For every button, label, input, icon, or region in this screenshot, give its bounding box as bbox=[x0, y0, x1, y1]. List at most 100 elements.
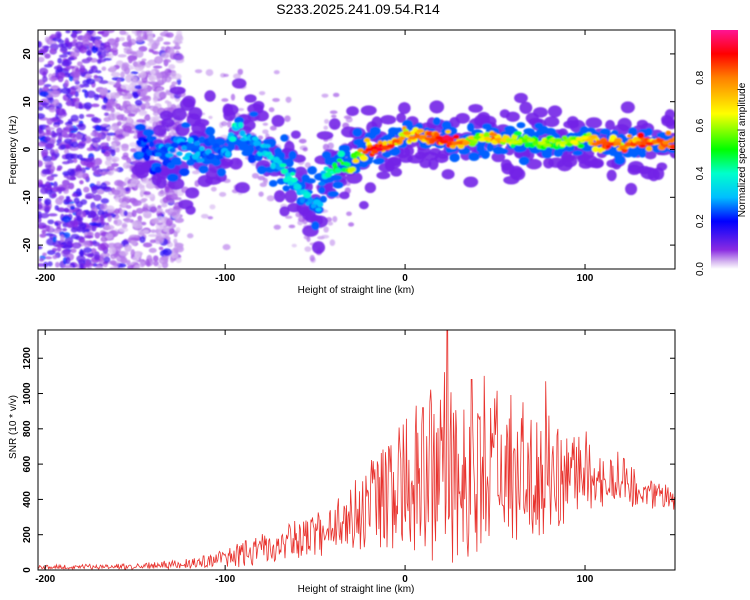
noise-speckle bbox=[126, 105, 137, 111]
ridge-cell bbox=[390, 167, 403, 177]
noise-speckle bbox=[87, 210, 97, 218]
noise-speckle bbox=[42, 104, 48, 108]
noise-speckle bbox=[221, 121, 228, 127]
noise-speckle bbox=[101, 104, 107, 110]
noise-speckle bbox=[92, 241, 101, 247]
ridge-cell bbox=[199, 146, 205, 152]
noise-speckle bbox=[262, 129, 269, 135]
noise-speckle bbox=[81, 89, 87, 93]
spectrogram-x-ticks: -200 -100 0 100 bbox=[35, 30, 594, 284]
noise-speckle bbox=[99, 171, 109, 175]
noise-speckle bbox=[119, 250, 129, 257]
noise-speckle bbox=[160, 237, 165, 242]
noise-speckle bbox=[114, 219, 123, 226]
noise-speckle bbox=[38, 106, 44, 111]
ridge-peak-cell bbox=[505, 137, 514, 142]
noise-speckle bbox=[222, 244, 231, 251]
ridge-cell bbox=[249, 111, 259, 117]
ridge-cell bbox=[664, 109, 675, 120]
noise-speckle bbox=[219, 191, 227, 197]
noise-speckle bbox=[64, 152, 74, 160]
noise-speckle bbox=[48, 213, 58, 217]
ridge-cell bbox=[178, 167, 190, 177]
ridge-cell bbox=[169, 147, 176, 153]
ridge-cell bbox=[181, 145, 187, 151]
ridge-cell bbox=[194, 118, 210, 127]
ridge-cell bbox=[279, 206, 290, 217]
noise-speckle bbox=[68, 182, 75, 190]
ridge-cell bbox=[142, 138, 148, 143]
ridge-cell bbox=[216, 167, 226, 177]
noise-speckle bbox=[131, 209, 137, 218]
noise-speckle bbox=[70, 71, 81, 78]
noise-speckle bbox=[76, 215, 81, 222]
noise-speckle bbox=[122, 162, 130, 169]
noise-speckle bbox=[302, 147, 308, 152]
ridge-cell bbox=[182, 95, 196, 108]
noise-speckle bbox=[61, 131, 68, 137]
ridge-cell bbox=[247, 154, 257, 164]
noise-speckle bbox=[95, 70, 102, 74]
ridge-cell bbox=[606, 169, 617, 182]
ridge-cell bbox=[514, 92, 528, 104]
noise-speckle bbox=[157, 263, 162, 269]
noise-speckle bbox=[52, 236, 57, 243]
ridge-cell bbox=[352, 127, 363, 137]
noise-speckle bbox=[105, 205, 115, 213]
noise-speckle bbox=[170, 70, 177, 77]
y-tick-label: 10 bbox=[22, 96, 33, 108]
ridge-cell bbox=[452, 134, 460, 140]
noise-speckle bbox=[49, 148, 56, 156]
ridge-cell bbox=[332, 181, 344, 189]
noise-speckle bbox=[132, 220, 142, 226]
ridge-peak-cell bbox=[537, 140, 546, 145]
colorbar-gradient bbox=[711, 30, 738, 269]
noise-speckle bbox=[58, 54, 68, 58]
noise-speckle bbox=[128, 40, 133, 48]
noise-speckle bbox=[73, 49, 80, 57]
noise-speckle bbox=[141, 95, 152, 102]
noise-speckle bbox=[48, 106, 56, 113]
noise-speckle bbox=[142, 229, 149, 234]
noise-speckle bbox=[93, 194, 102, 202]
ridge-cell bbox=[518, 156, 530, 166]
noise-speckle bbox=[153, 260, 159, 267]
colorbar-ticks: 0.0 0.2 0.4 0.6 0.8 bbox=[695, 70, 706, 276]
snr-y-label: SNR (10 * v/v) bbox=[8, 395, 19, 459]
noise-speckle bbox=[114, 208, 120, 214]
y-tick-label: 0 bbox=[22, 146, 33, 152]
noise-speckle bbox=[162, 227, 168, 233]
noise-speckle bbox=[75, 201, 83, 208]
ridge-cell bbox=[252, 100, 265, 111]
ridge-cell bbox=[181, 122, 191, 129]
noise-speckle bbox=[72, 38, 78, 43]
noise-speckle bbox=[113, 168, 120, 172]
noise-speckle bbox=[210, 186, 217, 192]
noise-speckle bbox=[99, 203, 108, 211]
ridge-cell bbox=[388, 146, 401, 156]
noise-speckle bbox=[142, 210, 152, 219]
noise-speckle bbox=[85, 228, 90, 233]
ridge-cell bbox=[244, 94, 257, 103]
ridge-cell bbox=[359, 155, 369, 162]
noise-speckle bbox=[69, 205, 75, 210]
ridge-cell bbox=[274, 190, 286, 203]
ridge-cell bbox=[614, 137, 623, 143]
noise-speckle bbox=[55, 261, 60, 268]
noise-speckle bbox=[103, 41, 111, 49]
noise-speckle bbox=[70, 233, 80, 240]
noise-speckle bbox=[124, 244, 132, 252]
noise-speckle bbox=[150, 69, 156, 75]
ridge-cell bbox=[628, 127, 638, 137]
ridge-cell bbox=[445, 129, 451, 134]
ridge-cell bbox=[149, 135, 157, 141]
noise-speckle bbox=[94, 39, 99, 48]
noise-speckle bbox=[110, 72, 121, 78]
noise-speckle bbox=[86, 161, 96, 168]
ridge-cell bbox=[544, 116, 560, 128]
noise-speckle bbox=[42, 86, 49, 92]
noise-speckle bbox=[51, 193, 57, 198]
ridge-cell bbox=[318, 181, 326, 187]
